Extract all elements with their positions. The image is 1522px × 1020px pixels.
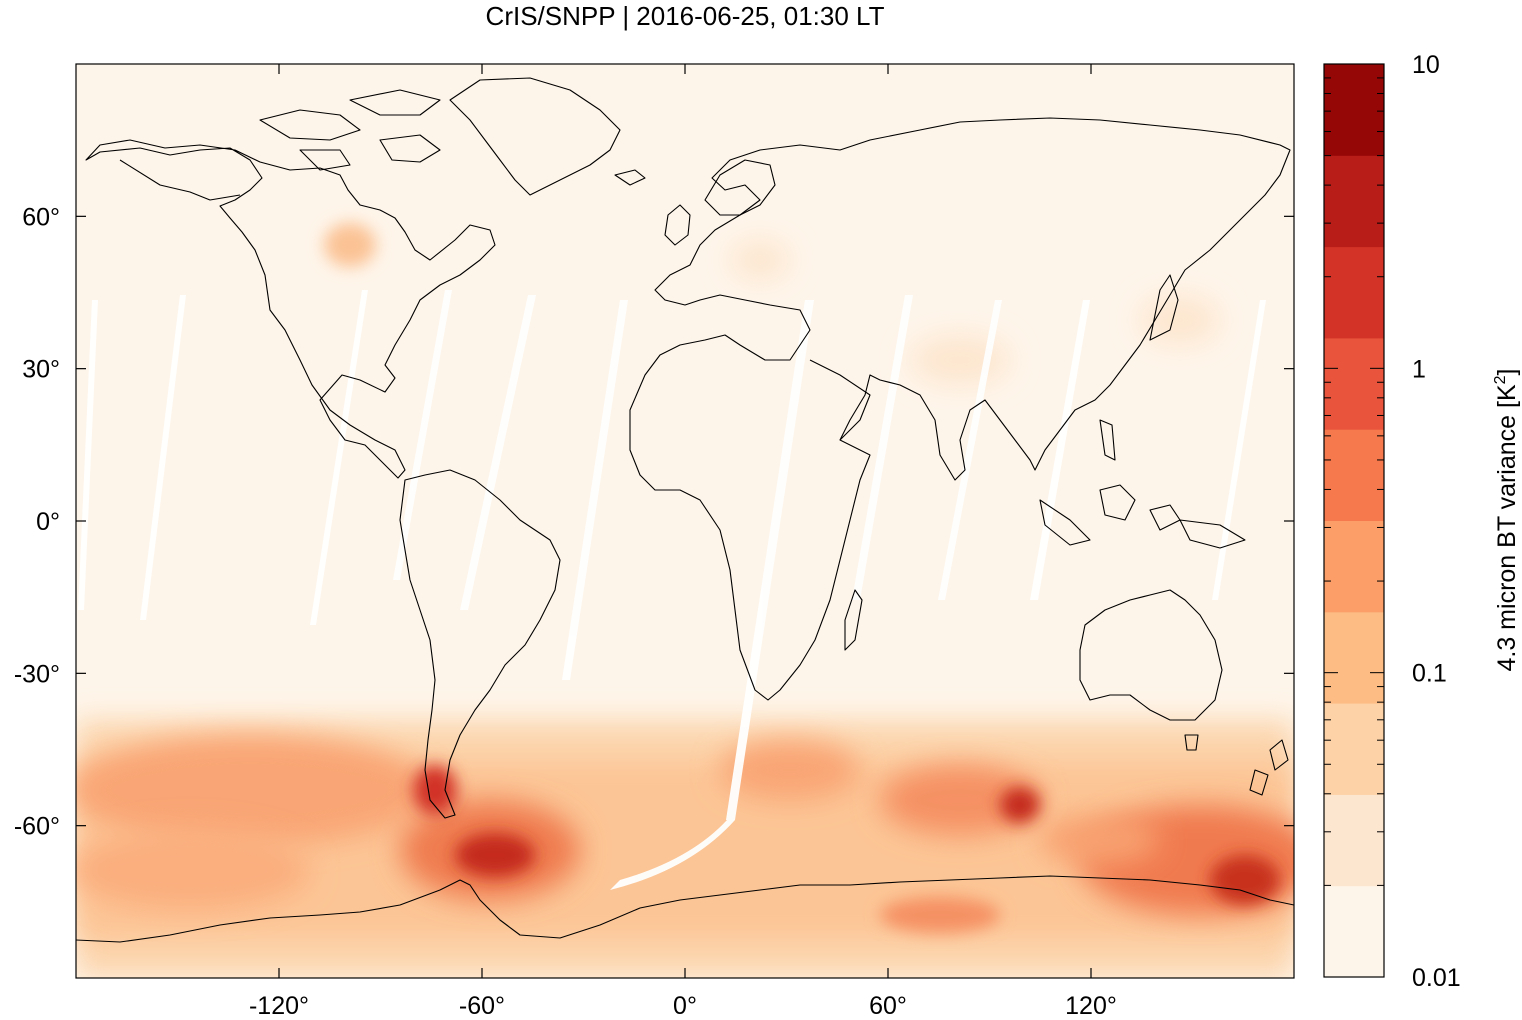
colorbar-tick-label: 0.01 — [1412, 964, 1461, 992]
lat-tick-label: 0° — [36, 508, 60, 536]
lon-tick-label: -60° — [459, 992, 505, 1020]
lat-tick-label: -30° — [14, 660, 60, 688]
colorbar-swatch — [1324, 794, 1384, 887]
variance-field — [76, 223, 1294, 978]
colorbar-swatch — [1324, 246, 1384, 339]
lon-tick-label: -120° — [249, 992, 309, 1020]
colorbar-swatch — [1324, 611, 1384, 704]
colorbar-frame — [1323, 63, 1385, 978]
orbit-gaps — [78, 290, 1266, 890]
map-axes: -120° -60° 0° 60° 120° 60° 30° 0° -30° -60° — [14, 64, 1294, 1020]
lon-tick-label: 0° — [673, 992, 697, 1020]
colorbar: 0.01 0.1 1 10 — [1323, 51, 1461, 992]
lon-tick-label: 120° — [1065, 992, 1117, 1020]
colorbar-swatch — [1324, 429, 1384, 521]
colorbar-label: 4.3 micron BT variance [K2] — [1492, 368, 1521, 671]
colorbar-swatch — [1324, 703, 1384, 795]
colorbar-swatch — [1324, 337, 1384, 430]
lon-tick-label: 60° — [869, 992, 907, 1020]
colorbar-swatch — [1324, 520, 1384, 613]
lat-tick-label: 60° — [22, 203, 60, 231]
lat-tick-label: -60° — [14, 813, 60, 841]
colorbar-tick-label: 1 — [1412, 355, 1426, 383]
colorbar-tick-label: 0.1 — [1412, 660, 1447, 688]
colorbar-tick-label: 10 — [1412, 51, 1440, 79]
colorbar-swatch — [1324, 885, 1384, 978]
plot-title: CrIS/SNPP | 2016-06-25, 01:30 LT — [485, 1, 885, 31]
lat-tick-label: 30° — [22, 356, 60, 384]
coastlines — [76, 77, 1294, 943]
colorbar-swatch — [1324, 64, 1384, 156]
colorbar-swatch — [1324, 155, 1384, 248]
